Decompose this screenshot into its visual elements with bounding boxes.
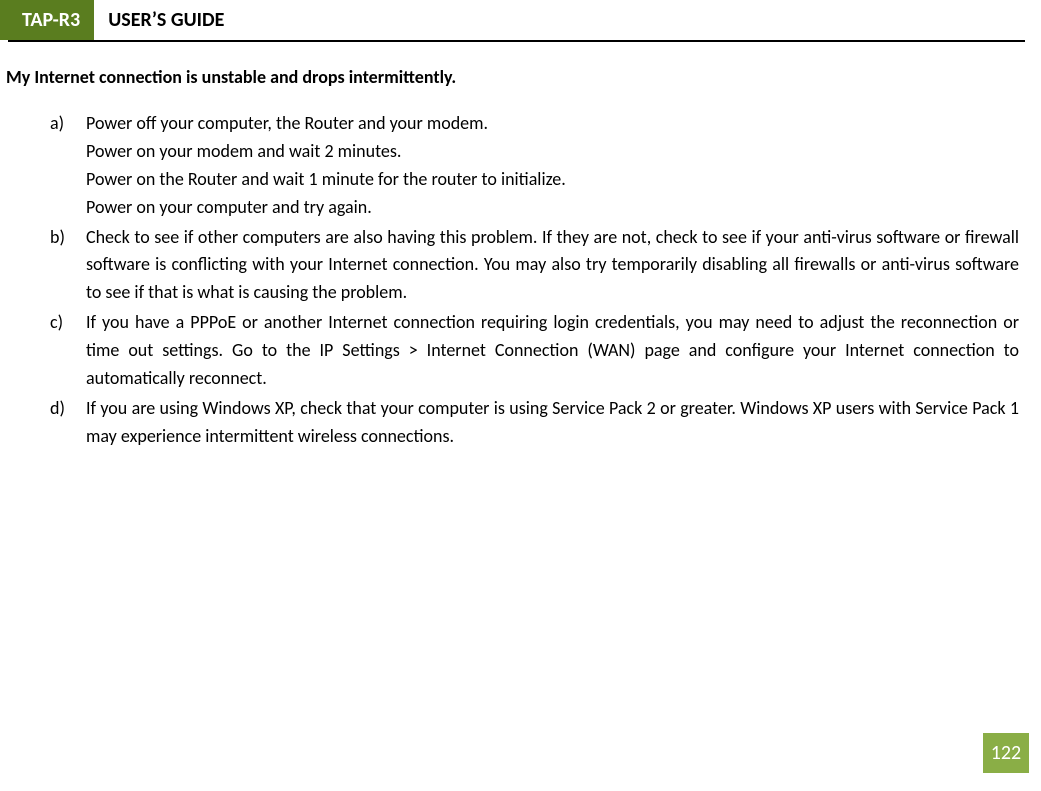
header-badge: TAP-R3 — [0, 0, 94, 40]
troubleshoot-list: a) Power off your computer, the Router a… — [6, 110, 1019, 451]
header-title-text: USER’S GUIDE — [108, 8, 224, 32]
list-marker: b) — [50, 224, 65, 252]
list-item: c) If you have a PPPoE or another Intern… — [50, 309, 1019, 393]
list-item-text: Check to see if other computers are also… — [86, 226, 1019, 304]
section-title: My Internet connection is unstable and d… — [6, 66, 1019, 88]
content-area: My Internet connection is unstable and d… — [0, 42, 1041, 451]
page-header: TAP-R3 USER’S GUIDE — [0, 0, 1041, 40]
list-item-text: If you are using Windows XP, check that … — [86, 397, 1019, 447]
page-number-badge: 122 — [983, 733, 1029, 773]
page-number-text: 122 — [991, 741, 1021, 765]
list-item: d) If you are using Windows XP, check th… — [50, 395, 1019, 451]
list-marker: a) — [50, 110, 64, 138]
list-item-text: Power off your computer, the Router and … — [86, 112, 566, 218]
list-item: b) Check to see if other computers are a… — [50, 224, 1019, 308]
header-title: USER’S GUIDE — [94, 0, 238, 40]
list-item-text: If you have a PPPoE or another Internet … — [86, 311, 1019, 389]
list-item: a) Power off your computer, the Router a… — [50, 110, 1019, 222]
list-marker: c) — [50, 309, 63, 337]
header-badge-text: TAP-R3 — [22, 8, 80, 32]
list-marker: d) — [50, 395, 65, 423]
